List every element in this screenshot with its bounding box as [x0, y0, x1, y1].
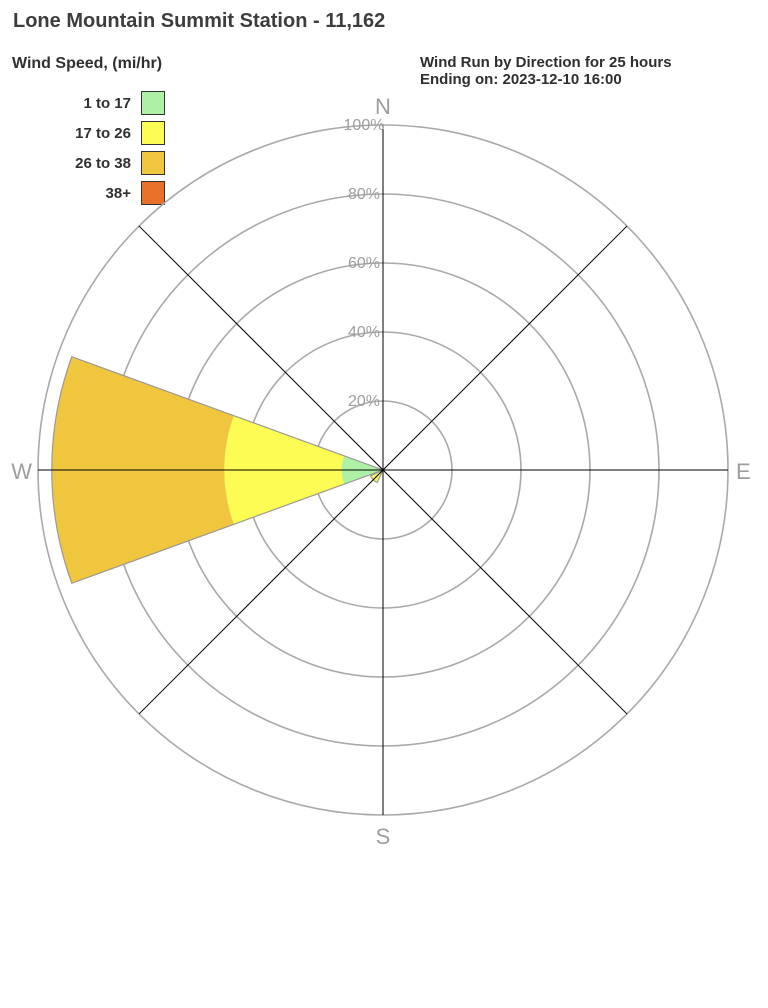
legend-item: 26 to 38 — [12, 148, 165, 178]
legend-item-label: 38+ — [105, 184, 131, 202]
legend-item-label: 17 to 26 — [75, 124, 131, 142]
legend-item-swatch — [141, 181, 165, 205]
ring-label: 40% — [348, 324, 380, 341]
axis-spoke — [138, 225, 628, 715]
ring-label: 100% — [344, 117, 385, 134]
ring-label: 20% — [348, 393, 380, 410]
page-title: Lone Mountain Summit Station - 11,162 — [13, 10, 386, 32]
compass-label-w: W — [11, 459, 32, 484]
legend-item: 17 to 26 — [12, 118, 165, 148]
legend-item-swatch — [141, 121, 165, 145]
legend-item-swatch — [141, 91, 165, 115]
legend-title: Wind Speed, (mi/hr) — [12, 55, 163, 72]
chart-subtitle: Wind Run by Direction for 25 hours Endin… — [420, 54, 672, 88]
ring-label: 80% — [348, 186, 380, 203]
compass-label-e: E — [736, 459, 751, 484]
legend-item-label: 1 to 17 — [83, 94, 131, 112]
ring-label: 60% — [348, 255, 380, 272]
legend-item-label: 26 to 38 — [75, 154, 131, 172]
compass-label-s: S — [376, 824, 391, 849]
legend-item: 38+ — [12, 178, 165, 208]
legend-item-swatch — [141, 151, 165, 175]
chart-subtitle-line1: Wind Run by Direction for 25 hours — [420, 54, 672, 71]
wind-speed-legend: 1 to 17 17 to 26 26 to 38 38+ — [12, 88, 165, 208]
chart-subtitle-line2: Ending on: 2023-12-10 16:00 — [420, 71, 622, 88]
legend-item: 1 to 17 — [12, 88, 165, 118]
compass-label-n: N — [375, 94, 391, 119]
